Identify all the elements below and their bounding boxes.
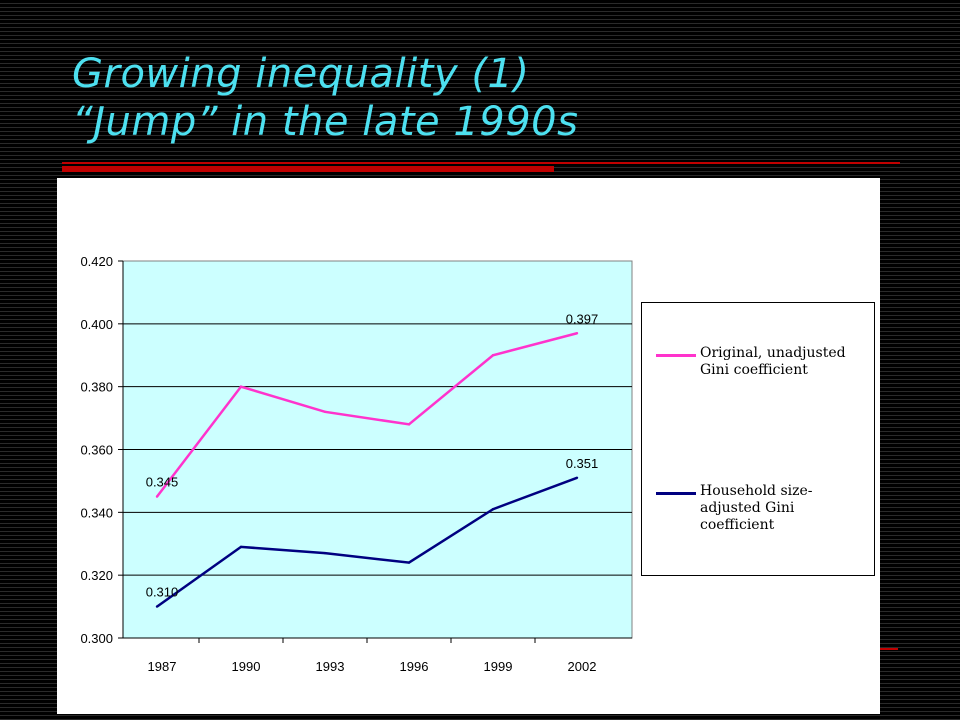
x-tick-label: 1999	[484, 659, 513, 674]
data-point	[407, 423, 411, 426]
data-label: 0.351	[566, 456, 599, 471]
chart-legend: Original, unadjusted Gini coefficient Ho…	[641, 302, 875, 576]
data-point	[407, 561, 411, 564]
x-tick-label: 1996	[400, 659, 429, 674]
data-label: 0.345	[146, 475, 179, 490]
title-divider-thin	[62, 162, 900, 164]
x-tick-label: 2002	[568, 659, 597, 674]
y-tick-label: 0.300	[80, 631, 113, 646]
legend-swatch-adjusted	[656, 492, 696, 495]
data-point	[575, 476, 579, 479]
y-tick-label: 0.380	[80, 380, 113, 395]
y-tick-label: 0.360	[80, 443, 113, 458]
legend-swatch-original	[656, 354, 696, 357]
data-point	[575, 332, 579, 335]
data-point	[155, 605, 159, 608]
bottom-divider	[880, 648, 898, 650]
data-point	[323, 410, 327, 413]
slide-title-line-2: “Jump” in the late 1990s	[72, 99, 579, 145]
slide-title: Growing inequality (1) “Jump” in the lat…	[72, 50, 578, 146]
legend-label-adjusted: Household size- adjusted Gini coefficien…	[700, 483, 880, 534]
y-tick-label: 0.400	[80, 317, 113, 332]
series-line-original	[156, 332, 578, 498]
x-tick-label: 1990	[232, 659, 261, 674]
data-point	[239, 385, 243, 388]
y-tick-label: 0.420	[80, 254, 113, 269]
data-point	[491, 507, 495, 511]
data-label: 0.310	[146, 585, 179, 600]
legend-label-adjusted-line-1: Household size-	[700, 483, 813, 499]
x-tick-label: 1987	[148, 659, 177, 674]
data-point	[155, 495, 159, 498]
legend-label-adjusted-line-3: coefficient	[700, 517, 775, 533]
y-tick-label: 0.340	[80, 505, 113, 520]
title-divider-thick	[62, 166, 554, 172]
data-label: 0.397	[566, 311, 599, 326]
series-line-adjusted	[156, 476, 578, 608]
legend-label-original-line-2: Gini coefficient	[700, 362, 808, 378]
data-point	[239, 545, 243, 549]
gini-chart: 0.300 0.320 0.340 0.360 0.380 0.400 0.420 1987 1…	[57, 178, 880, 714]
legend-label-adjusted-line-2: adjusted Gini	[700, 500, 795, 516]
data-point	[491, 354, 495, 357]
legend-label-original: Original, unadjusted Gini coefficient	[700, 345, 880, 379]
line-chart: 0.300 0.320 0.340 0.360 0.380 0.400 0.420 1987 1…	[80, 254, 633, 674]
x-tick-label: 1993	[316, 659, 345, 674]
y-tick-label: 0.320	[80, 568, 113, 583]
data-point	[323, 551, 327, 555]
slide-title-line-1: Growing inequality (1)	[72, 51, 530, 97]
legend-label-original-line-1: Original, unadjusted	[700, 345, 846, 361]
